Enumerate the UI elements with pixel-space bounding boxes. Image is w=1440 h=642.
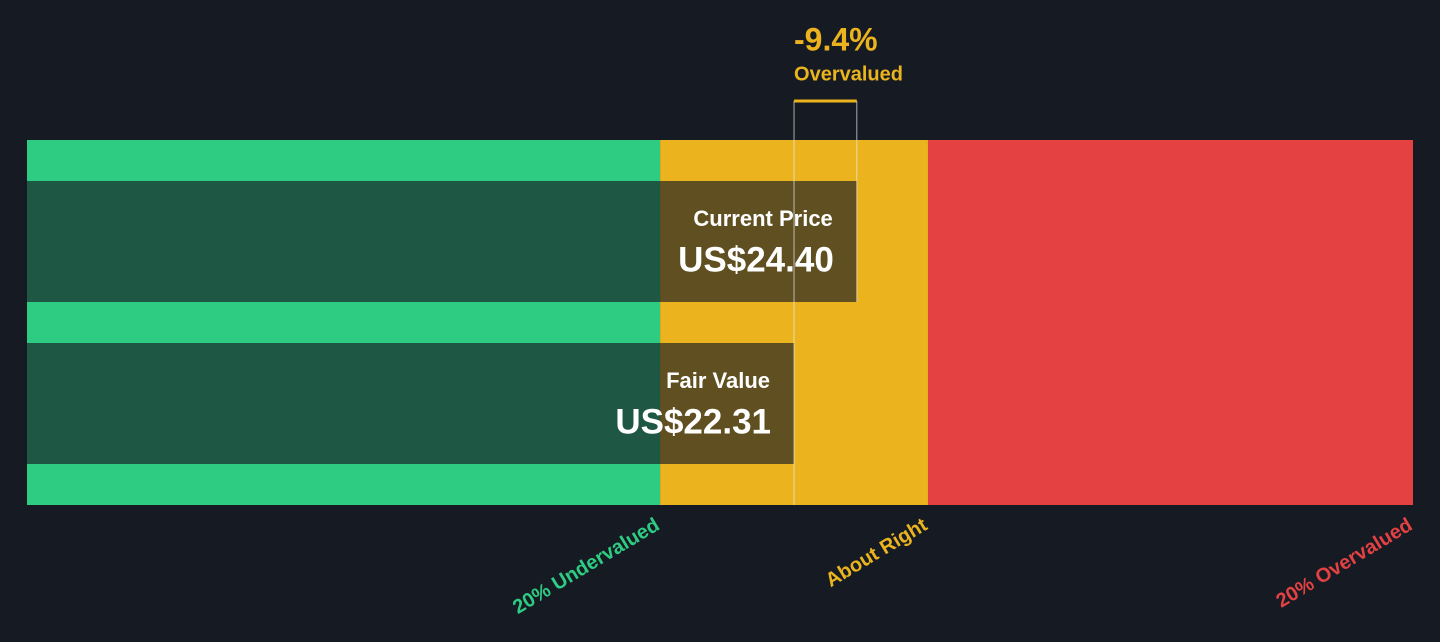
bar-name: Fair Value: [666, 368, 770, 393]
bar-name: Current Price: [693, 206, 832, 231]
verdict-label: Overvalued: [794, 63, 903, 85]
zone: [927, 140, 1413, 505]
bar-value: US$24.40: [678, 240, 834, 279]
value-bar: [27, 343, 795, 464]
bar-value: US$22.31: [615, 402, 771, 441]
difference-label: -9.4%: [794, 21, 878, 57]
value-bar: [27, 181, 857, 302]
